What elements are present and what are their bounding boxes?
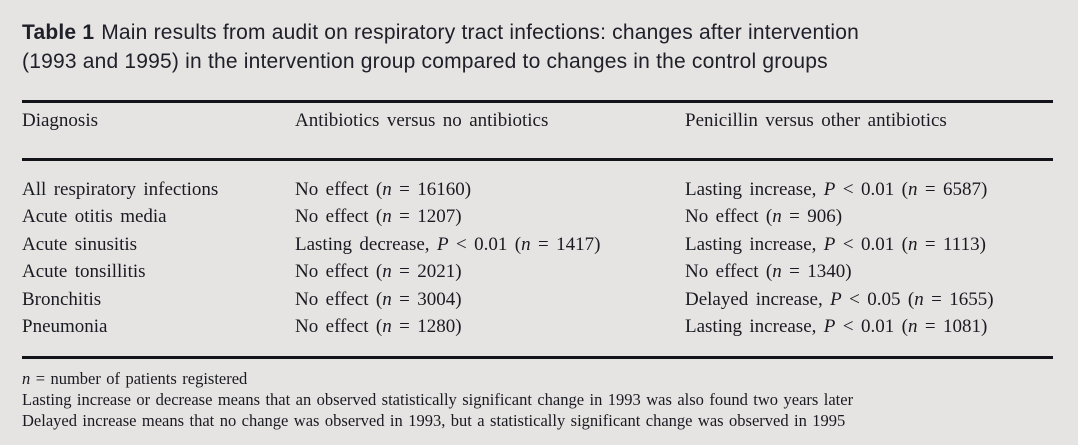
penicillin-result-cell: No effect (n = 906) bbox=[685, 206, 843, 228]
column-header-diagnosis: Diagnosis bbox=[22, 110, 98, 131]
diagnosis-cell: All respiratory infections bbox=[22, 179, 219, 200]
table-title-line2: (1993 and 1995) in the intervention grou… bbox=[22, 50, 828, 73]
table-row: Pneumonia No effect (n = 1280) Lasting i… bbox=[22, 313, 1053, 340]
table-row: Acute otitis media No effect (n = 1207) … bbox=[22, 203, 1053, 230]
penicillin-result-cell: Lasting increase, P < 0.01 (n = 1081) bbox=[685, 316, 988, 338]
diagnosis-cell: Pneumonia bbox=[22, 316, 108, 338]
table-caption: Table 1 Main results from audit on respir… bbox=[22, 18, 1053, 76]
footnote-n-definition: n = number of patients registered bbox=[22, 369, 248, 388]
antibiotics-result-cell: Lasting decrease, P < 0.01 (n = 1417) bbox=[295, 233, 601, 255]
penicillin-result-cell: Lasting increase, P < 0.01 (n = 1113) bbox=[685, 233, 986, 255]
antibiotics-result-cell: No effect (n = 1207) bbox=[295, 206, 462, 228]
antibiotics-result-cell: No effect (n = 2021) bbox=[295, 261, 462, 283]
diagnosis-cell: Acute tonsillitis bbox=[22, 261, 146, 283]
table-footnotes: n = number of patients registered Lastin… bbox=[22, 368, 1053, 431]
table-body: All respiratory infections No effect (n … bbox=[22, 176, 1053, 340]
table-row: Acute tonsillitis No effect (n = 2021) N… bbox=[22, 258, 1053, 285]
column-header-penicillin: Penicillin versus other antibiotics bbox=[685, 110, 947, 131]
table-row: Acute sinusitis Lasting decrease, P < 0.… bbox=[22, 231, 1053, 258]
footnote-lasting-definition: Lasting increase or decrease means that … bbox=[22, 390, 854, 409]
table-header-rule bbox=[22, 158, 1053, 161]
column-header-antibiotics: Antibiotics versus no antibiotics bbox=[295, 110, 549, 131]
penicillin-result-cell: Delayed increase, P < 0.05 (n = 1655) bbox=[685, 288, 994, 310]
diagnosis-cell: Acute otitis media bbox=[22, 206, 167, 228]
table-bottom-rule bbox=[22, 356, 1053, 359]
diagnosis-cell: Bronchitis bbox=[22, 288, 102, 310]
table-row: All respiratory infections No effect (n … bbox=[22, 176, 1053, 203]
penicillin-result-cell: No effect (n = 1340) bbox=[685, 261, 852, 283]
antibiotics-result-cell: No effect (n = 1280) bbox=[295, 316, 462, 338]
footnote-delayed-definition: Delayed increase means that no change wa… bbox=[22, 411, 846, 430]
penicillin-result-cell: Lasting increase, P < 0.01 (n = 6587) bbox=[685, 179, 988, 200]
table-label: Table 1 bbox=[22, 21, 95, 44]
table-row: Bronchitis No effect (n = 3004) Delayed … bbox=[22, 286, 1053, 313]
table-header-row: Diagnosis Antibiotics versus no antibiot… bbox=[22, 110, 1053, 132]
antibiotics-result-cell: No effect (n = 3004) bbox=[295, 288, 462, 310]
table-caption-line1: Table 1 Main results from audit on respir… bbox=[22, 18, 1053, 47]
diagnosis-cell: Acute sinusitis bbox=[22, 233, 138, 255]
table-top-rule bbox=[22, 100, 1053, 103]
antibiotics-result-cell: No effect (n = 16160) bbox=[295, 179, 472, 200]
table-title-line1: Main results from audit on respiratory t… bbox=[101, 21, 860, 44]
